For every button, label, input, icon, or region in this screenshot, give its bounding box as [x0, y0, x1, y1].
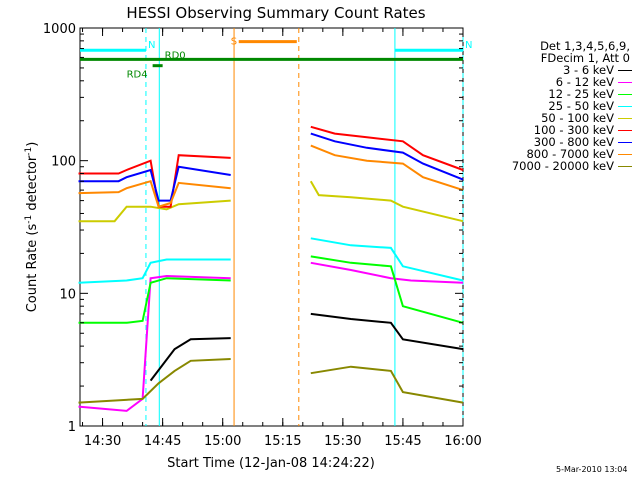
series-line-0-0: [149, 337, 231, 382]
legend-swatch: [618, 70, 632, 71]
series-line-2-0: [78, 277, 231, 324]
x-tick-label-6: 16:00: [444, 434, 481, 449]
legend-swatch: [618, 154, 632, 155]
legend-swatch: [618, 142, 632, 143]
legend-item-label: 50 - 100 keV: [541, 111, 614, 125]
legend-item-4: 50 - 100 keV: [500, 112, 640, 124]
x-tick-label-5: 15:45: [384, 434, 421, 449]
legend-item-1: 6 - 12 keV: [500, 76, 640, 88]
legend-item-label: 100 - 300 keV: [533, 123, 614, 137]
legend: Det 1,3,4,5,6,9, FDecim 1, Att 0 3 - 6 k…: [500, 40, 640, 190]
legend-swatch: [618, 166, 632, 167]
interval-label-0: N: [148, 40, 155, 51]
y-tick-label-2: 100: [51, 155, 76, 170]
legend-item-label: 12 - 25 keV: [548, 87, 614, 101]
y-tick-label-1: 10: [59, 287, 76, 302]
y-axis-label: Count Rate (s-1 detector-1): [24, 142, 40, 313]
legend-item-3: 25 - 50 keV: [500, 100, 640, 112]
legend-item-7: 800 - 7000 keV: [500, 148, 640, 160]
series-line-0-1: [310, 312, 464, 351]
legend-item-label: 800 - 7000 keV: [526, 147, 614, 161]
legend-item-2: 12 - 25 keV: [500, 88, 640, 100]
x-tick-label-3: 15:15: [264, 434, 301, 449]
legend-item-label: 7000 - 20000 keV: [511, 159, 614, 173]
interval-label-2: S: [231, 37, 237, 48]
event-lines: [145, 28, 464, 426]
interval-label-4: RD4: [127, 70, 148, 81]
legend-header-line-1: Det 1,3,4,5,6,9,: [540, 39, 630, 53]
x-tick-label-2: 15:00: [204, 434, 241, 449]
legend-header-line-2: FDecim 1, Att 0: [540, 51, 630, 65]
series-line-6-1: [310, 132, 464, 181]
legend-item-label: 300 - 800 keV: [533, 135, 614, 149]
axis-ticks: 14:30 14:45 15:00 15:15 15:30 15:45 16:00 1 10 10…: [43, 22, 482, 449]
legend-item-0: 3 - 6 keV: [500, 64, 640, 76]
series-line-7-0: [78, 179, 231, 208]
x-tick-label-4: 15:30: [324, 434, 361, 449]
footer-timestamp: 5-Mar-2010 13:04: [556, 465, 628, 474]
series-lines: [78, 125, 464, 412]
series-line-5-1: [310, 125, 464, 171]
series-line-8-1: [310, 365, 464, 404]
legend-item-label: 25 - 50 keV: [548, 99, 614, 113]
series-line-1-1: [310, 261, 464, 284]
series-line-8-0: [78, 358, 231, 404]
chart-title: HESSI Observing Summary Count Rates: [126, 4, 425, 22]
interval-label-1: N: [465, 40, 472, 51]
legend-item-label: 3 - 6 keV: [563, 63, 614, 77]
legend-item-8: 7000 - 20000 keV: [500, 160, 640, 172]
series-line-3-0: [78, 258, 231, 284]
x-tick-label-1: 14:45: [144, 434, 181, 449]
interval-label-3: RD0: [165, 50, 186, 61]
series-line-1-0: [78, 274, 231, 412]
x-axis-label: Start Time (12-Jan-08 14:24:22): [167, 456, 375, 471]
legend-swatch: [618, 118, 632, 119]
series-line-2-1: [310, 255, 464, 324]
legend-item-6: 300 - 800 keV: [500, 136, 640, 148]
legend-swatch: [618, 130, 632, 131]
legend-swatch: [618, 106, 632, 107]
series-line-4-0: [78, 199, 231, 223]
legend-swatch: [618, 94, 632, 95]
legend-item-label: 6 - 12 keV: [555, 75, 614, 89]
x-tick-label-0: 14:30: [84, 434, 121, 449]
legend-swatch: [618, 82, 632, 83]
series-line-6-0: [78, 165, 231, 202]
series-line-7-1: [310, 144, 464, 192]
y-tick-label-0: 1: [68, 420, 76, 435]
series-line-4-1: [309, 180, 464, 223]
y-tick-label-3: 1000: [43, 22, 76, 37]
series-line-3-1: [310, 237, 464, 282]
legend-item-5: 100 - 300 keV: [500, 124, 640, 136]
interval-bars: N N S RD0 RD4: [80, 37, 472, 81]
plot-frame: [79, 27, 464, 427]
